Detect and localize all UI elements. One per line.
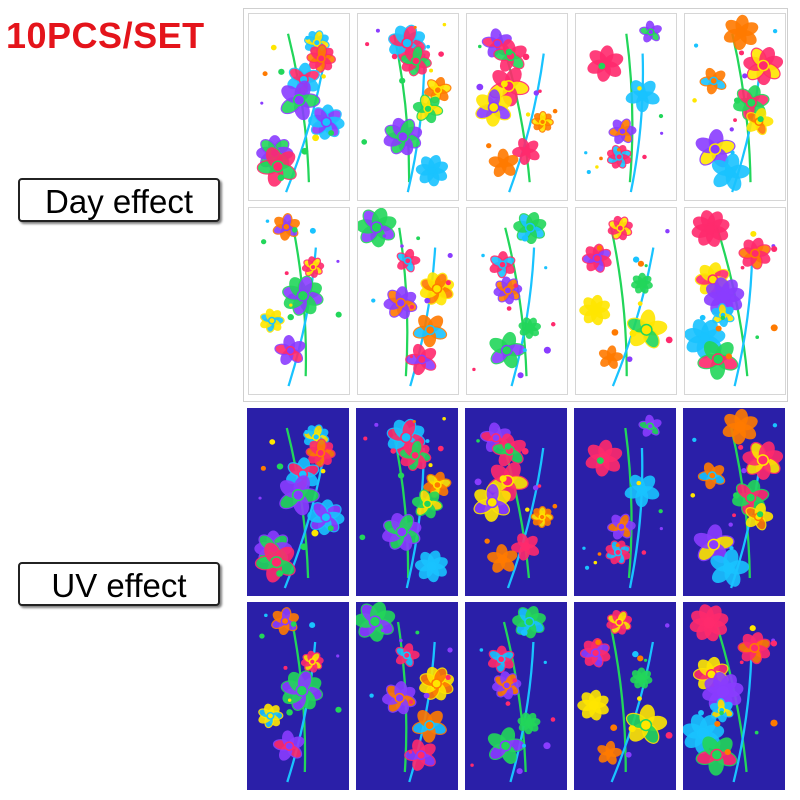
day-sheet-rose-stems-artwork [475,28,558,193]
uv-sheet-chrysanthemum-and-roses-artwork [582,414,663,589]
day-effect-panel [243,8,788,402]
day-sheet-rose-and-bee-artwork [685,210,778,387]
uv-effect-label: UV effect [18,562,220,606]
uv-sheet-magnolia-bouquet [356,602,458,790]
uv-sheet-butterfly-and-roses-artwork [359,416,452,589]
uv-sheet-tall-rose [574,602,676,790]
day-sheet-rose-stems [466,13,568,201]
uv-sheet-chrysanthemum-sprigs [465,602,567,790]
uv-sheet-lotus-and-rose-artwork [258,607,342,783]
uv-sheet-butterfly-and-roses [356,408,458,596]
day-sheet-rose-and-butterfly-artwork [256,30,345,193]
uv-sheet-rose-and-bee [683,602,785,790]
day-sheet-lotus-ornament-artwork [692,14,784,193]
day-sheet-magnolia-bouquet [357,207,459,395]
day-sheet-chrysanthemum-sprigs-artwork [472,212,556,387]
day-sheet-lotus-and-rose [248,207,350,395]
day-sheet-tall-rose-artwork [579,215,673,387]
uv-sheet-lotus-ornament [683,408,785,596]
day-sheet-rose-and-butterfly [248,13,350,201]
uv-sheet-chrysanthemum-sprigs-artwork [470,606,556,783]
day-sheet-lotus-ornament [684,13,786,201]
uv-sheet-lotus-ornament-artwork [690,408,784,589]
day-sheet-rose-and-bee [684,207,786,395]
day-sheet-magnolia-bouquet-artwork [358,208,455,387]
uv-sheet-rose-and-butterfly [247,408,349,596]
uv-sheet-rose-and-butterfly-artwork [254,424,345,589]
uv-sheet-rose-stems-artwork [473,422,558,589]
day-effect-label: Day effect [18,178,220,222]
uv-sheet-lotus-and-rose [247,602,349,790]
day-sheet-chrysanthemum-and-roses-artwork [584,20,664,193]
day-sheet-butterfly-and-roses [357,13,459,201]
uv-sheet-tall-rose-artwork [577,610,673,783]
uv-sheet-rose-and-bee-artwork [683,604,778,783]
day-sheet-butterfly-and-roses-artwork [361,22,452,193]
day-sheet-tall-rose [575,207,677,395]
uv-sheet-chrysanthemum-and-roses [574,408,676,596]
uv-sheet-rose-stems [465,408,567,596]
uv-sheet-magnolia-bouquet-artwork [356,602,454,783]
day-sheet-lotus-and-rose-artwork [260,213,342,387]
uv-effect-panel [243,404,788,798]
day-sheet-chrysanthemum-and-roses [575,13,677,201]
day-sheet-chrysanthemum-sprigs [466,207,568,395]
set-count-title: 10PCS/SET [6,15,205,56]
